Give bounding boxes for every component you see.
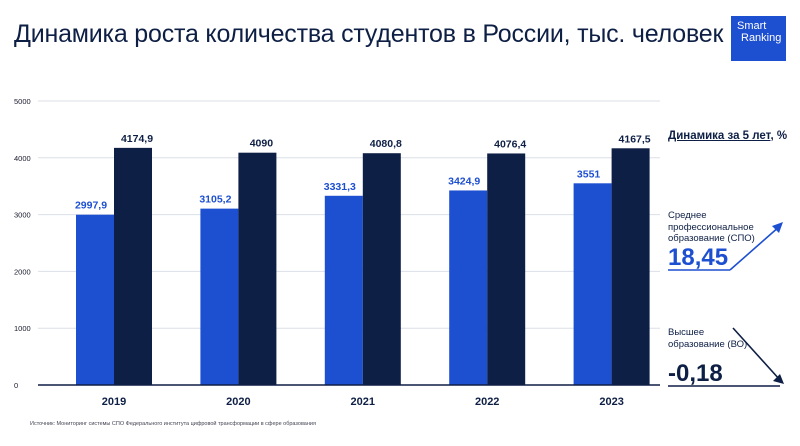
- data-label: 4167,5: [619, 133, 651, 145]
- bar: [362, 153, 401, 385]
- y-tick-label: 3000: [14, 211, 31, 220]
- data-label: 4090: [250, 138, 274, 150]
- bar: [487, 153, 526, 385]
- y-tick-label: 4000: [14, 154, 31, 163]
- y-tick-label: 2000: [14, 267, 31, 276]
- x-tick-label: 2022: [475, 396, 499, 408]
- data-label: 4080,8: [370, 138, 402, 150]
- vo-label: Высшее образование (ВО): [668, 327, 748, 350]
- data-label: 2997,9: [75, 200, 107, 212]
- smart-ranking-logo: Smart Ranking: [731, 16, 786, 61]
- data-label: 3331,3: [324, 181, 356, 193]
- x-tick-label: 2020: [226, 396, 250, 408]
- spo-value: 18,45: [668, 244, 729, 271]
- bar: [324, 195, 363, 385]
- vo-value: -0,18: [668, 360, 723, 387]
- data-label: 3551: [577, 168, 601, 180]
- source-note: Источник: Мониторинг системы СПО Федерал…: [30, 421, 316, 427]
- down-arrow-icon: [732, 327, 784, 384]
- page-title: Динамика роста количества студентов в Ро…: [14, 20, 724, 48]
- dynamics-title: Динамика за 5 лет, %: [668, 130, 787, 142]
- x-tick-label: 2023: [599, 396, 623, 408]
- data-label: 4174,9: [121, 133, 153, 145]
- bar: [76, 214, 114, 385]
- y-tick-label: 5000: [14, 97, 31, 106]
- up-arrow-icon: [729, 222, 783, 271]
- x-tick-label: 2021: [351, 396, 375, 408]
- bar: [573, 183, 612, 385]
- y-tick-label: 1000: [14, 324, 31, 333]
- bar: [200, 208, 239, 385]
- dynamics-title-text: Динамика за 5 лет: [668, 130, 771, 142]
- data-label: 3424,9: [448, 175, 480, 187]
- logo-line-2: Ranking: [741, 32, 782, 44]
- dynamics-title-unit: , %: [770, 130, 788, 142]
- logo-line-1: Smart: [737, 20, 767, 32]
- bar: [114, 147, 152, 385]
- y-tick-label: 0: [14, 381, 18, 390]
- spo-label: Среднее профессиональное образование (СП…: [668, 210, 755, 244]
- bar: [238, 152, 277, 385]
- data-label: 4076,4: [494, 138, 526, 150]
- data-label: 3105,2: [199, 194, 231, 206]
- bar: [449, 190, 488, 385]
- bar: [611, 148, 650, 385]
- x-tick-label: 2019: [102, 396, 126, 408]
